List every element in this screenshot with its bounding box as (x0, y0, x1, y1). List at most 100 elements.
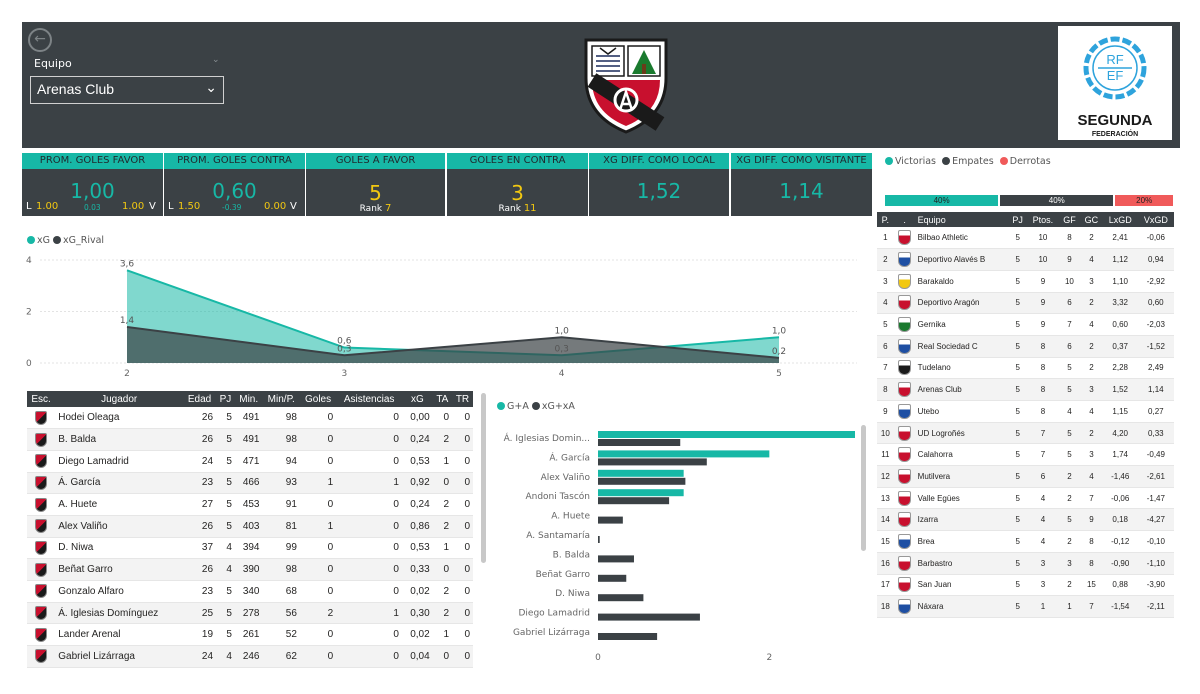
table-row[interactable]: Á. García 23 5 466 93 1 1 0,92 0 0 (27, 472, 473, 495)
table-cell: 0 (336, 537, 402, 560)
players-col-header[interactable]: Edad (183, 391, 217, 407)
table-row[interactable]: Alex Valiño 26 5 403 81 1 0 0,86 2 0 (27, 515, 473, 538)
area-xg (127, 270, 779, 363)
table-row[interactable]: 14 Izarra 5 4 5 9 0,18 -4,27 (877, 508, 1174, 532)
table-row[interactable]: 15 Brea 5 4 2 8 -0,12 -0,10 (877, 530, 1174, 553)
table-cell: Gabriel Lizárraga (55, 645, 184, 668)
table-cell: 5 (1008, 335, 1028, 358)
table-cell: 0 (336, 493, 402, 516)
table-row[interactable]: 11 Calahorra 5 7 5 3 1,74 -0,49 (877, 443, 1174, 467)
table-cell: 56 (262, 602, 300, 625)
league-logo-top: RF (1106, 52, 1123, 67)
standings-col-header[interactable]: GC (1080, 212, 1103, 227)
table-cell: Calahorra (915, 443, 1009, 467)
standings-col-header[interactable]: LxGD (1102, 212, 1138, 227)
table-row[interactable]: 7 Tudelano 5 8 5 2 2,28 2,49 (877, 357, 1174, 380)
kpi-diff: 0.03 (84, 203, 101, 212)
table-row[interactable]: 12 Mutilvera 5 6 2 4 -1,46 -2,61 (877, 465, 1174, 488)
table-row[interactable]: 6 Real Sociedad C 5 8 6 2 0,37 -1,52 (877, 335, 1174, 358)
table-row[interactable]: 17 San Juan 5 3 2 15 0,88 -3,90 (877, 574, 1174, 597)
table-cell: 0,37 (1102, 335, 1138, 358)
players-col-header[interactable]: TR (452, 391, 473, 407)
players-col-header[interactable]: Goles (299, 391, 337, 407)
table-cell: 62 (262, 645, 300, 668)
standings-col-header[interactable]: P. (877, 212, 894, 227)
table-row[interactable]: 8 Arenas Club 5 8 5 3 1,52 1,14 (877, 378, 1174, 401)
table-row[interactable]: 1 Bilbao Athletic 5 10 8 2 2,41 -0,06 (877, 227, 1174, 250)
table-cell: 0 (299, 645, 337, 668)
players-col-header[interactable]: Esc. (27, 391, 56, 407)
standings-col-header[interactable]: Equipo (915, 212, 1009, 227)
players-col-header[interactable]: TA (432, 391, 452, 407)
table-cell: 0 (432, 407, 452, 430)
chevron-down-icon[interactable]: ⌄ (212, 55, 220, 65)
results-bar-derrotas[interactable]: 20% (1115, 195, 1173, 206)
table-cell: 1 (336, 602, 402, 625)
table-row[interactable]: Beñat Garro 26 4 390 98 0 0 0,33 0 0 (27, 558, 473, 581)
table-row[interactable]: 4 Deportivo Aragón 5 9 6 2 3,32 0,60 (877, 292, 1174, 315)
table-row[interactable]: B. Balda 26 5 491 98 0 0 0,24 2 0 (27, 428, 473, 451)
bar-chart-scrollbar[interactable] (861, 425, 866, 551)
results-bar-victorias[interactable]: 40% (885, 195, 999, 206)
kpi-rank-value: 11 (523, 203, 537, 214)
bar-xg-xa (598, 633, 658, 640)
results-bar-empates[interactable]: 40% (1000, 195, 1114, 206)
table-cell: 2,41 (1102, 227, 1138, 250)
table-cell: 4 (1027, 508, 1059, 532)
table-row[interactable]: Á. Iglesias Domínguez 25 5 278 56 2 1 0,30 2 0 (27, 602, 473, 625)
kpi-rank-label: Rank (498, 204, 521, 214)
table-row[interactable]: Hodei Oleaga 26 5 491 98 0 0 0,00 0 0 (27, 407, 473, 430)
table-row[interactable]: 13 Valle Egües 5 4 2 7 -0,06 -1,47 (877, 487, 1174, 510)
table-row[interactable]: Lander Arenal 19 5 261 52 0 0 0,02 1 0 (27, 623, 473, 647)
table-row[interactable]: 2 Deportivo Alavés B 5 10 9 4 1,12 0,94 (877, 248, 1174, 271)
table-cell: 99 (262, 537, 300, 560)
table-cell: Alex Valiño (55, 515, 184, 538)
back-arrow-icon[interactable]: ← (28, 28, 52, 52)
table-row[interactable]: 9 Utebo 5 8 4 4 1,15 0,27 (877, 400, 1174, 423)
table-row[interactable]: 5 Gernika 5 9 7 4 0,60 -2,03 (877, 313, 1174, 336)
standings-col-header[interactable]: PJ (1008, 212, 1028, 227)
category-label: D. Niwa (555, 589, 590, 599)
table-cell: -3,90 (1137, 574, 1174, 597)
table-cell: Gernika (915, 313, 1009, 336)
table-row[interactable]: Diego Lamadrid 24 5 471 94 0 0 0,53 1 0 (27, 450, 473, 473)
table-cell: 0,92 (401, 472, 433, 495)
players-col-header[interactable]: Jugador (55, 391, 184, 407)
table-row[interactable]: 3 Barakaldo 5 9 10 3 1,10 -2,92 (877, 270, 1174, 293)
table-cell: 5 (1008, 443, 1028, 467)
table-row[interactable]: 18 Náxara 5 1 1 7 -1,54 -2,11 (877, 595, 1174, 618)
table-row[interactable]: A. Huete 27 5 453 91 0 0 0,24 2 0 (27, 493, 473, 516)
table-cell: 3,32 (1102, 292, 1138, 315)
players-col-header[interactable]: Min/P. (262, 391, 300, 407)
table-cell: 0 (336, 450, 402, 473)
players-col-header[interactable]: PJ (216, 391, 235, 407)
table-row[interactable]: 10 UD Logroñés 5 7 5 2 4,20 0,33 (877, 422, 1174, 445)
players-scrollbar[interactable] (481, 393, 486, 563)
table-cell: Diego Lamadrid (55, 450, 184, 473)
standings-col-header[interactable]: Ptos. (1027, 212, 1059, 227)
table-cell: 2 (1080, 357, 1103, 380)
table-row[interactable]: 16 Barbastro 5 3 3 8 -0,90 -1,10 (877, 552, 1174, 575)
team-dropdown[interactable]: Arenas Club ⌄ (30, 76, 224, 104)
table-cell: 278 (234, 602, 263, 625)
kpi-local-value: 1.00 (36, 201, 59, 212)
standings-col-header[interactable]: VxGD (1137, 212, 1174, 227)
table-cell: 5 (1008, 574, 1028, 597)
bar-g-a (598, 431, 855, 438)
table-row[interactable]: D. Niwa 37 4 394 99 0 0 0,53 1 0 (27, 537, 473, 560)
data-label: 1,4 (120, 316, 135, 326)
players-col-header[interactable]: Min. (234, 391, 263, 407)
standings-col-header[interactable]: GF (1058, 212, 1081, 227)
players-col-header[interactable]: xG (401, 391, 433, 407)
x-tick-label: 3 (341, 369, 347, 379)
table-row[interactable]: Gonzalo Alfaro 23 5 340 68 0 0 0,02 2 0 (27, 580, 473, 603)
kpi-visit-value: 1.00 (122, 201, 145, 212)
table-cell: 0 (299, 428, 337, 451)
table-cell: 5 (1008, 378, 1028, 401)
table-row[interactable]: Gabriel Lizárraga 24 4 246 62 0 0 0,04 0 0 (27, 645, 473, 668)
table-cell: 24 (183, 645, 217, 668)
table-cell: 8 (1058, 227, 1081, 250)
players-col-header[interactable]: Asistencias (336, 391, 402, 407)
table-cell: 4 (216, 558, 235, 581)
standings-col-header[interactable]: . (893, 212, 916, 227)
